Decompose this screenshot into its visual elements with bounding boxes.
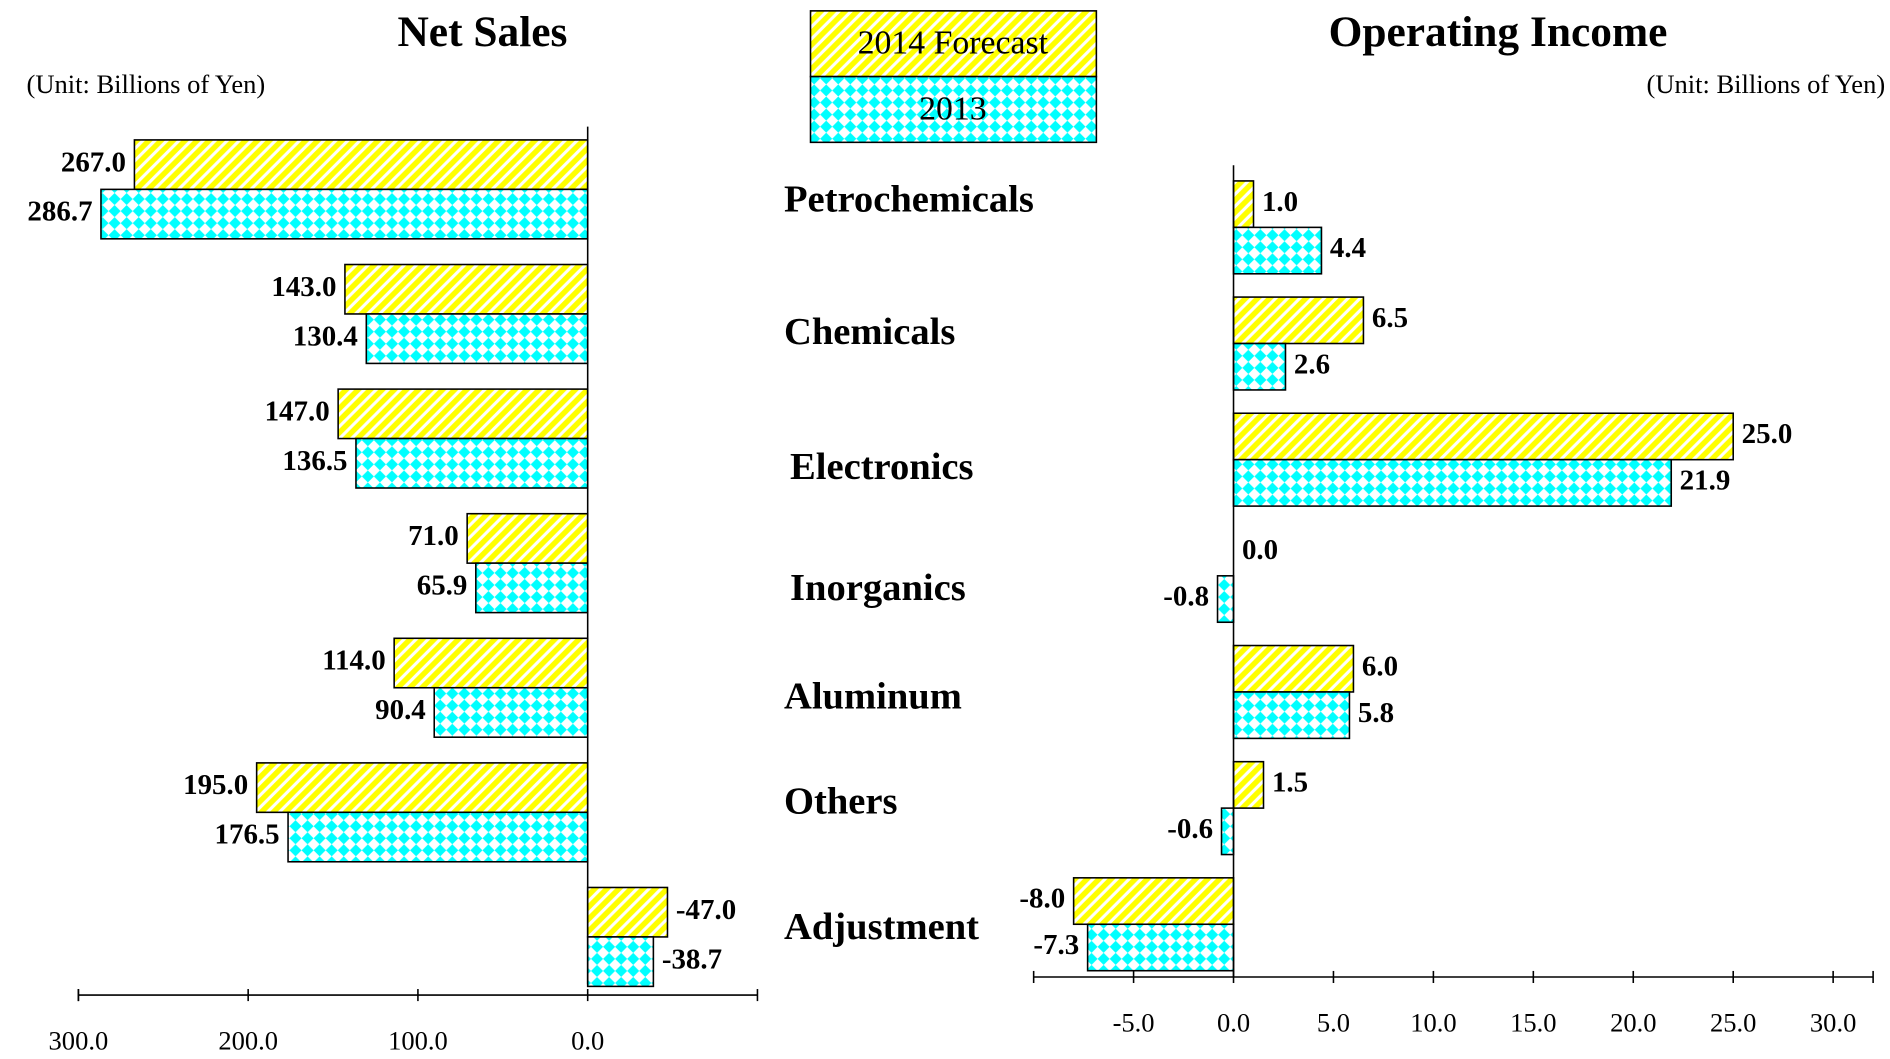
data-label: 143.0 bbox=[271, 271, 336, 303]
data-label: 71.0 bbox=[408, 520, 459, 552]
bar bbox=[355, 437, 589, 489]
data-label: 147.0 bbox=[265, 395, 330, 427]
bar bbox=[1232, 691, 1351, 740]
data-label: 5.8 bbox=[1358, 697, 1394, 729]
data-label: 130.4 bbox=[293, 320, 358, 352]
legend-label: 2014 Forecast bbox=[858, 25, 1049, 62]
data-label: 114.0 bbox=[322, 645, 386, 677]
category-label: Others bbox=[784, 780, 898, 822]
x-tick-label: 300.0 bbox=[49, 1025, 109, 1055]
bar bbox=[433, 686, 589, 738]
data-label: 267.0 bbox=[61, 146, 126, 178]
data-label: 176.5 bbox=[215, 819, 280, 851]
data-label: 6.5 bbox=[1372, 302, 1408, 334]
bar bbox=[1232, 760, 1265, 809]
x-tick-label: 5.0 bbox=[1317, 1007, 1350, 1037]
x-tick-label: 30.0 bbox=[1810, 1007, 1856, 1037]
data-label: 136.5 bbox=[282, 445, 347, 477]
data-label: -0.6 bbox=[1167, 813, 1213, 845]
bar bbox=[1232, 180, 1255, 229]
bar bbox=[586, 886, 669, 938]
legend-label: 2013 bbox=[919, 90, 987, 127]
data-label: 1.0 bbox=[1262, 186, 1298, 218]
bar bbox=[1232, 226, 1323, 275]
x-tick-label: 0.0 bbox=[571, 1025, 604, 1055]
data-label: 65.9 bbox=[417, 570, 468, 602]
bar bbox=[337, 388, 589, 440]
data-label: 25.0 bbox=[1742, 418, 1793, 450]
category-label: Inorganics bbox=[790, 567, 966, 609]
chart-title: Net Sales bbox=[397, 8, 567, 56]
x-tick-label: 100.0 bbox=[388, 1025, 448, 1055]
data-label: -7.3 bbox=[1033, 929, 1079, 961]
bar bbox=[133, 139, 589, 191]
bar bbox=[1232, 296, 1365, 345]
data-label: 1.5 bbox=[1272, 767, 1308, 799]
bar bbox=[100, 188, 589, 240]
bar bbox=[344, 263, 589, 315]
data-label: 6.0 bbox=[1362, 650, 1398, 682]
data-label: 4.4 bbox=[1330, 232, 1366, 264]
bar bbox=[365, 313, 589, 365]
chart-subtitle: (Unit: Billions of Yen) bbox=[27, 69, 266, 99]
data-label: 90.4 bbox=[375, 694, 426, 726]
x-tick-label: -5.0 bbox=[1113, 1007, 1155, 1037]
data-label: 195.0 bbox=[183, 769, 248, 801]
legend-swatch bbox=[809, 10, 1098, 78]
data-label: -8.0 bbox=[1019, 883, 1065, 915]
bar bbox=[1216, 575, 1235, 624]
x-tick-label: 15.0 bbox=[1510, 1007, 1556, 1037]
data-label: -0.8 bbox=[1163, 581, 1209, 613]
bar bbox=[1086, 923, 1235, 972]
bar bbox=[466, 512, 589, 564]
chart-subtitle: (Unit: Billions of Yen) bbox=[1647, 69, 1886, 99]
bar bbox=[1232, 644, 1355, 693]
data-label: 0.0 bbox=[1242, 534, 1278, 566]
x-tick-label: 200.0 bbox=[218, 1025, 278, 1055]
bar bbox=[1072, 877, 1235, 926]
category-label: Electronics bbox=[790, 446, 974, 488]
x-tick-label: 25.0 bbox=[1710, 1007, 1756, 1037]
data-label: -38.7 bbox=[662, 943, 722, 975]
x-tick-label: 20.0 bbox=[1610, 1007, 1656, 1037]
bar bbox=[1220, 807, 1235, 856]
data-label: 21.9 bbox=[1680, 465, 1731, 497]
data-label: 2.6 bbox=[1294, 348, 1330, 380]
x-tick-label: 10.0 bbox=[1410, 1007, 1456, 1037]
bar bbox=[475, 562, 589, 614]
chart-title: Operating Income bbox=[1329, 8, 1668, 56]
bar bbox=[287, 811, 589, 863]
legend-swatch bbox=[809, 75, 1098, 144]
category-label: Petrochemicals bbox=[784, 178, 1034, 220]
bar bbox=[255, 762, 589, 814]
x-tick-label: 0.0 bbox=[1217, 1007, 1250, 1037]
bar bbox=[1232, 412, 1734, 461]
bar bbox=[393, 637, 589, 689]
data-label: 286.7 bbox=[27, 196, 92, 228]
bar bbox=[586, 936, 655, 988]
category-label: Aluminum bbox=[784, 675, 962, 717]
data-label: -47.0 bbox=[676, 894, 736, 926]
bar bbox=[1232, 458, 1673, 507]
bar bbox=[1232, 342, 1287, 391]
category-label: Chemicals bbox=[784, 311, 955, 353]
category-label: Adjustment bbox=[784, 906, 979, 948]
